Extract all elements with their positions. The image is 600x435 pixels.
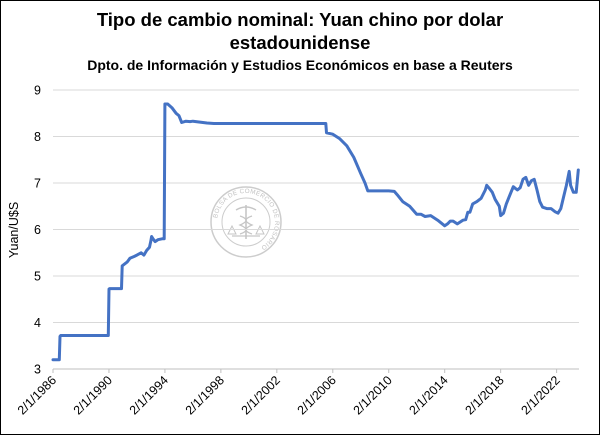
y-tick-label: 9	[34, 84, 41, 98]
y-tick-label: 6	[34, 223, 41, 237]
x-tick-label: 2/1/2010	[351, 373, 395, 417]
x-tick-label: 2/1/1994	[127, 373, 171, 417]
x-tick-label: 2/1/1990	[71, 373, 115, 417]
y-tick-label: 7	[34, 177, 41, 191]
x-tick-label: 2/1/2022	[518, 373, 562, 417]
y-tick-label: 8	[34, 130, 41, 144]
x-tick-label: 2/1/2018	[462, 373, 506, 417]
chart-title-line-1: Tipo de cambio nominal: Yuan chino por d…	[97, 9, 503, 30]
watermark-seal: BOLSA DE COMERCIO DE ROSARIO	[210, 186, 282, 258]
chart-subtitle: Dpto. de Información y Estudios Económic…	[87, 57, 513, 73]
axis-layer	[52, 368, 579, 373]
x-tick-label: 2/1/2002	[239, 373, 283, 417]
series-layer	[51, 102, 580, 362]
grid-layer	[53, 89, 579, 370]
x-tick-labels: 2/1/1986 2/1/1990 2/1/1994 2/1/1998 2/1/2002…	[15, 373, 563, 417]
chart-title-line-2: estadounidense	[230, 32, 371, 53]
x-tick-label: 2/1/1998	[183, 373, 227, 417]
y-tick-label: 3	[34, 363, 41, 377]
x-tick-label: 2/1/1986	[15, 373, 59, 417]
y-tick-label: 5	[34, 270, 41, 284]
y-axis-label: Yuan/U$S	[7, 202, 21, 258]
x-tick-label: 2/1/2006	[295, 373, 339, 417]
series-line-0	[51, 102, 580, 362]
x-tick-label: 2/1/2014	[407, 373, 451, 417]
y-tick-labels: 3 4 5 6 7 8 9	[34, 84, 41, 377]
y-tick-label: 4	[34, 316, 41, 330]
